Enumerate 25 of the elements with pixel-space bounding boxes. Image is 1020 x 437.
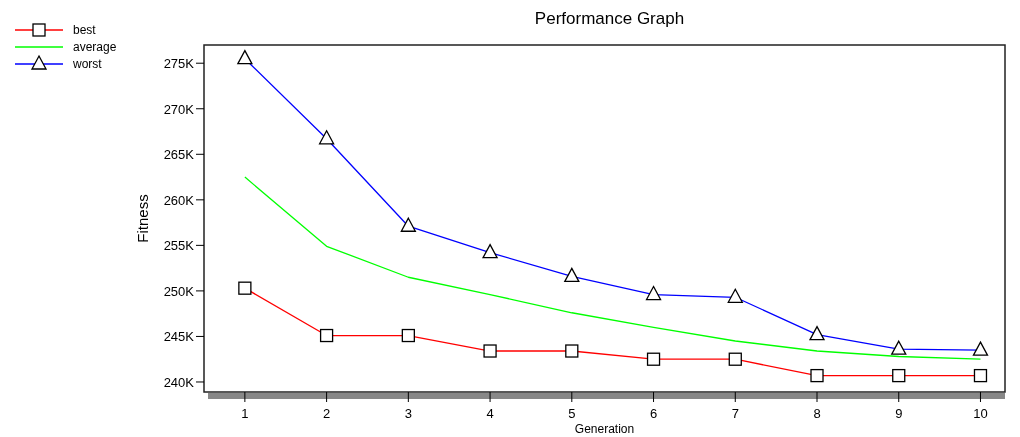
x-tick-label: 6 <box>649 406 658 421</box>
y-tick-label: 245K <box>163 329 195 345</box>
x-tick-label: 5 <box>568 406 576 421</box>
y-tick-label: 260K <box>163 192 195 208</box>
x-tick-label: 1 <box>241 406 249 421</box>
x-tick-label: 8 <box>813 406 821 421</box>
x-axis-title: Generation <box>574 422 635 436</box>
y-tick-label: 275K <box>163 56 195 72</box>
x-tick-label: 9 <box>895 406 903 421</box>
legend-label: average <box>73 40 117 54</box>
x-tick-label: 2 <box>322 406 331 421</box>
line-series <box>244 176 982 360</box>
y-tick-label: 270K <box>163 101 195 117</box>
y-tick-label: 255K <box>163 238 195 254</box>
y-axis-title: Fitness <box>134 194 151 243</box>
y-tick-label: 240K <box>163 374 195 390</box>
x-tick-label: 4 <box>486 406 494 421</box>
x-tick-label: 7 <box>731 406 739 421</box>
x-tick-label: 10 <box>973 406 988 421</box>
legend-label: best <box>73 23 97 37</box>
chart-title: Performance Graph <box>534 9 685 28</box>
legend-label: worst <box>72 57 103 71</box>
y-tick-label: 265K <box>163 147 195 163</box>
x-tick-label: 3 <box>404 406 412 421</box>
y-tick-label: 250K <box>163 283 195 299</box>
